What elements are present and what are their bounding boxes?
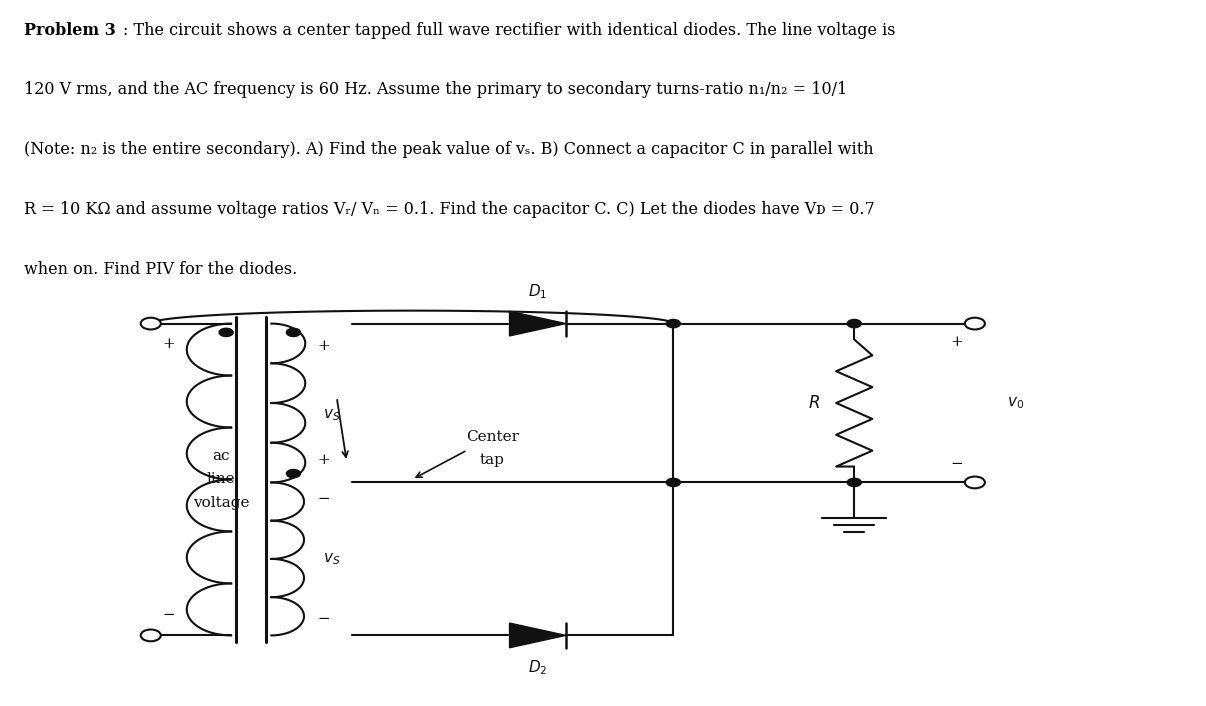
Text: +: +	[950, 335, 964, 349]
Text: −: −	[317, 491, 330, 506]
Text: +: +	[317, 453, 330, 467]
Text: Center: Center	[466, 429, 519, 443]
Polygon shape	[509, 623, 566, 648]
Text: −: −	[950, 456, 964, 471]
Text: $v_0$: $v_0$	[1007, 395, 1024, 411]
Circle shape	[965, 477, 985, 489]
Text: −: −	[317, 611, 330, 626]
Text: +: +	[317, 339, 330, 353]
Circle shape	[219, 328, 233, 337]
Text: ac: ac	[212, 449, 230, 463]
Text: −: −	[163, 607, 175, 622]
Polygon shape	[509, 311, 566, 336]
Text: +: +	[163, 337, 175, 351]
Text: $D_1$: $D_1$	[528, 282, 548, 301]
Circle shape	[287, 328, 300, 337]
Circle shape	[141, 630, 160, 641]
Text: $v_S$: $v_S$	[323, 407, 340, 423]
Circle shape	[847, 479, 861, 486]
Text: voltage: voltage	[193, 496, 250, 510]
Text: 120 V rms, and the AC frequency is 60 Hz. Assume the primary to secondary turns-: 120 V rms, and the AC frequency is 60 Hz…	[24, 81, 848, 98]
Circle shape	[667, 319, 680, 328]
Circle shape	[847, 319, 861, 328]
Text: (Note: n₂ is the entire secondary). A) Find the peak value of vₛ. B) Connect a c: (Note: n₂ is the entire secondary). A) F…	[24, 141, 873, 158]
Circle shape	[141, 318, 160, 330]
Text: R = 10 KΩ and assume voltage ratios Vᵣ/ Vₙ = 0.1. Find the capacitor C. C) Let t: R = 10 KΩ and assume voltage ratios Vᵣ/ …	[24, 201, 874, 218]
Text: $R$: $R$	[808, 395, 820, 412]
Text: $v_S$: $v_S$	[323, 551, 340, 567]
Text: : The circuit shows a center tapped full wave rectifier with identical diodes. T: : The circuit shows a center tapped full…	[123, 22, 895, 39]
Text: Problem 3: Problem 3	[24, 22, 116, 39]
Circle shape	[287, 469, 300, 478]
Text: $D_2$: $D_2$	[528, 659, 548, 677]
Circle shape	[667, 479, 680, 486]
Text: when on. Find PIV for the diodes.: when on. Find PIV for the diodes.	[24, 261, 298, 277]
Circle shape	[965, 318, 985, 330]
Text: line: line	[206, 472, 235, 486]
Text: tap: tap	[480, 453, 505, 467]
